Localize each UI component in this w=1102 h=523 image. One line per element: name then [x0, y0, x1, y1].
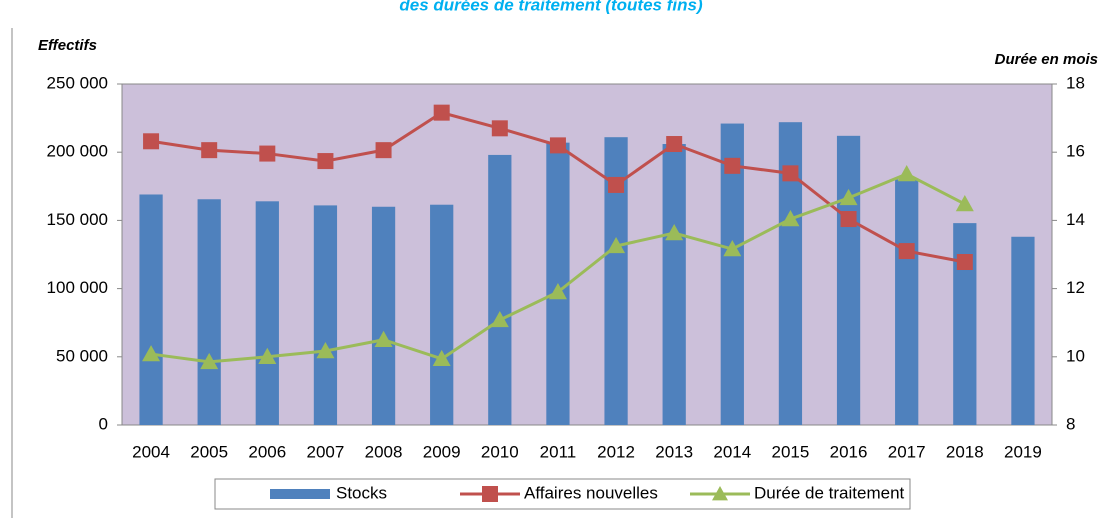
legend-swatch	[270, 489, 330, 499]
chart-title: des durées de traitement (toutes fins)	[399, 0, 703, 14]
marker	[839, 188, 858, 206]
x-tick-label: 2018	[946, 442, 984, 461]
y-tick-label: 100 000	[47, 278, 108, 297]
y2-tick-label: 16	[1066, 142, 1085, 161]
x-tick-label: 2014	[713, 442, 751, 461]
y-tick-label: 200 000	[47, 142, 108, 161]
marker	[724, 157, 741, 174]
marker	[258, 347, 277, 364]
legend-label: Affaires nouvelles	[524, 483, 658, 502]
bar	[662, 144, 686, 426]
bar	[488, 154, 512, 426]
marker	[666, 136, 683, 153]
legend-marker	[712, 486, 728, 501]
marker	[897, 165, 916, 182]
bar	[139, 194, 163, 425]
x-tick-label: 2017	[888, 442, 926, 461]
marker	[432, 349, 451, 367]
marker	[549, 137, 566, 154]
marker	[548, 283, 567, 300]
legend-marker	[482, 486, 498, 502]
marker	[200, 352, 219, 370]
x-tick-label: 2016	[830, 442, 868, 461]
y-tick-label: 0	[99, 414, 108, 433]
y-axis-label: Effectifs	[38, 37, 97, 54]
x-tick-label: 2019	[1004, 442, 1042, 461]
marker	[143, 133, 160, 150]
x-tick-label: 2009	[423, 442, 461, 461]
marker	[491, 120, 508, 137]
marker	[955, 195, 974, 212]
bar	[720, 123, 744, 425]
legend	[214, 478, 911, 510]
bar	[313, 205, 338, 425]
marker	[374, 330, 393, 347]
marker	[317, 153, 334, 170]
bar	[778, 122, 803, 425]
y2-tick-label: 12	[1066, 278, 1085, 297]
marker	[608, 176, 625, 193]
y2-tick-label: 8	[1066, 414, 1075, 433]
x-tick-label: 2010	[481, 442, 519, 461]
bar	[197, 199, 221, 425]
marker	[142, 345, 161, 362]
bar	[895, 179, 919, 425]
marker	[840, 211, 857, 228]
y2-axis-label: Durée en mois	[995, 51, 1098, 68]
x-tick-label: 2012	[597, 442, 635, 461]
marker	[375, 142, 392, 159]
marker	[898, 243, 915, 260]
bar	[430, 204, 454, 425]
y2-tick-label: 18	[1066, 73, 1085, 92]
x-tick-label: 2015	[772, 442, 810, 461]
marker	[259, 145, 276, 162]
bar	[1011, 236, 1035, 425]
marker	[956, 254, 973, 271]
legend-label: Durée de traitement	[754, 483, 905, 502]
marker	[607, 236, 626, 254]
marker	[665, 224, 684, 241]
legend-label: Stocks	[336, 483, 387, 502]
marker	[782, 165, 799, 182]
marker	[316, 342, 335, 359]
x-tick-label: 2013	[655, 442, 693, 461]
bar	[604, 137, 628, 426]
bar	[255, 201, 279, 425]
y2-tick-label: 10	[1066, 346, 1085, 365]
y-tick-label: 150 000	[47, 210, 108, 229]
x-tick-label: 2004	[132, 442, 170, 461]
marker	[201, 142, 218, 159]
x-tick-label: 2005	[190, 442, 228, 461]
x-tick-label: 2011	[540, 442, 577, 461]
marker	[490, 310, 509, 328]
x-tick-label: 2007	[307, 442, 345, 461]
y-tick-label: 250 000	[47, 73, 108, 92]
y2-tick-label: 14	[1066, 210, 1085, 229]
bar	[371, 206, 396, 425]
bar	[953, 223, 977, 425]
y-tick-label: 50 000	[56, 346, 108, 365]
marker	[433, 104, 450, 121]
x-tick-label: 2008	[365, 442, 403, 461]
bar	[836, 135, 861, 425]
marker	[781, 210, 800, 227]
marker	[723, 240, 742, 257]
x-tick-label: 2006	[248, 442, 286, 461]
